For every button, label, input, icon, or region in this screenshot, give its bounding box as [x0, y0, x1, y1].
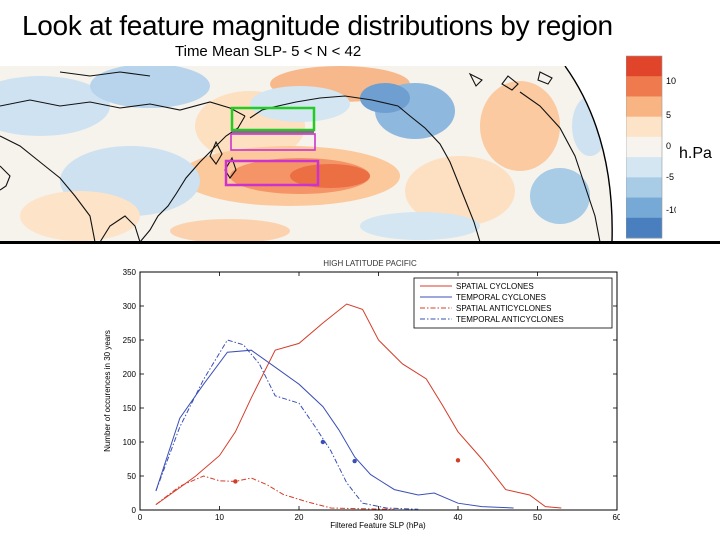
x-tick-label: 30 [374, 513, 383, 522]
x-tick-label: 10 [215, 513, 224, 522]
y-tick-label: 150 [123, 404, 137, 413]
colorbar-swatch [626, 197, 662, 219]
series-marker [320, 439, 326, 445]
x-tick-label: 20 [295, 513, 304, 522]
y-tick-label: 100 [123, 438, 137, 447]
x-tick-label: 0 [138, 513, 143, 522]
colorbar-tick: 0 [666, 141, 671, 151]
legend: SPATIAL CYCLONES TEMPORAL CYCLONES SPATI… [413, 277, 613, 329]
colorbar-swatch [626, 157, 662, 178]
legend-label: SPATIAL ANTICYCLONES [456, 304, 551, 313]
chart-title: HIGH LATITUDE PACIFIC [323, 259, 417, 268]
series-line-4 [155, 339, 419, 510]
colorbar-tick: 10 [666, 76, 676, 86]
y-axis-label: Number of occurences in 30 years [103, 330, 112, 452]
colorbar-tick: 5 [666, 110, 671, 120]
colorbar-swatch [626, 217, 662, 239]
y-tick-label: 350 [123, 268, 137, 277]
colorbar-unit-label: h.Pa [679, 145, 712, 162]
colorbar: 10 5 0 -5 -10 [626, 55, 676, 239]
colorbar-swatch [626, 116, 662, 138]
series-marker [352, 458, 357, 464]
colorbar-swatch [626, 76, 662, 97]
colorbar-frame [626, 55, 663, 239]
x-tick-label: 60 [613, 513, 620, 522]
series-line-2 [155, 349, 514, 509]
x-tick-label: 40 [454, 513, 463, 522]
colorbar-swatch [626, 136, 662, 158]
line-chart: HIGH LATITUDE PACIFIC 050100150200250300… [103, 259, 620, 530]
colorbar-swatch [626, 96, 662, 118]
map-subtitle: Time Mean SLP- 5 < N < 42 [175, 43, 362, 60]
y-tick-label: 250 [123, 336, 137, 345]
slide-title: Look at feature magnitude distributions … [22, 10, 613, 41]
legend-label: SPATIAL CYCLONES [456, 282, 534, 291]
series-marker [233, 479, 238, 484]
legend-label: TEMPORAL CYCLONES [456, 293, 546, 302]
series-line-3 [155, 475, 395, 510]
x-tick-label: 50 [533, 513, 542, 522]
coastlines [0, 71, 601, 242]
divider [0, 241, 720, 244]
x-axis-label: Filtered Feature SLP (hPa) [330, 521, 426, 530]
series-line-1 [155, 303, 562, 509]
y-tick-label: 0 [132, 506, 137, 515]
series-marker [455, 458, 461, 463]
slp-anomaly-map [0, 66, 613, 242]
colorbar-swatch [626, 177, 662, 199]
legend-label: TEMPORAL ANTICYCLONES [456, 315, 564, 324]
y-tick-label: 200 [123, 370, 137, 379]
map-edge [564, 66, 613, 242]
colorbar-tick: -10 [666, 205, 676, 215]
colorbar-tick: -5 [666, 172, 674, 182]
region-boxes [224, 106, 320, 187]
colorbar-swatch [626, 56, 662, 77]
y-tick-label: 300 [123, 302, 137, 311]
y-tick-label: 50 [127, 472, 136, 481]
